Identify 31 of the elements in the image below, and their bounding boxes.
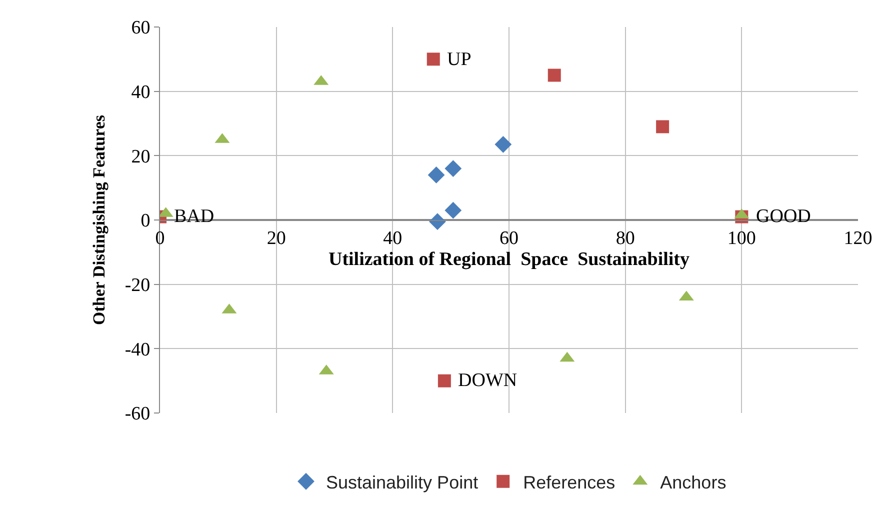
x-tick-label: 0 xyxy=(155,228,165,249)
y-tick-label: 60 xyxy=(131,18,150,39)
legend-label: References xyxy=(523,472,616,492)
x-axis-title: Utilization of Regional Space Sustainability xyxy=(328,248,690,270)
legend-label: Anchors xyxy=(660,472,726,492)
y-tick-label: 0 xyxy=(140,210,150,232)
x-tick-label: 40 xyxy=(383,228,402,249)
point xyxy=(494,136,512,153)
x-tick-label: 20 xyxy=(266,228,286,249)
x-tick-label: 120 xyxy=(844,228,872,249)
y-tick-label: 20 xyxy=(131,146,150,168)
point xyxy=(444,202,462,219)
annotation: GOOD xyxy=(756,206,811,227)
point xyxy=(444,160,462,177)
y-tick-label: 40 xyxy=(131,82,150,103)
point xyxy=(426,52,440,66)
annotation: BAD xyxy=(174,206,214,227)
point xyxy=(429,213,446,230)
y-tick-label: -40 xyxy=(124,339,150,360)
x-tick-label: 80 xyxy=(616,228,635,249)
x-tick-label: 60 xyxy=(500,228,518,249)
point xyxy=(548,68,561,82)
annotation: DOWN xyxy=(458,370,518,391)
y-tick-label: -20 xyxy=(124,274,150,296)
point xyxy=(428,166,445,184)
annotation: UP xyxy=(447,49,472,70)
legend-label: Sustainability Point xyxy=(326,472,478,492)
y-axis-title: Other Distingishing Features xyxy=(89,114,108,325)
y-tick-label: -60 xyxy=(124,404,150,425)
point xyxy=(656,120,670,134)
x-tick-label: 100 xyxy=(727,228,756,249)
